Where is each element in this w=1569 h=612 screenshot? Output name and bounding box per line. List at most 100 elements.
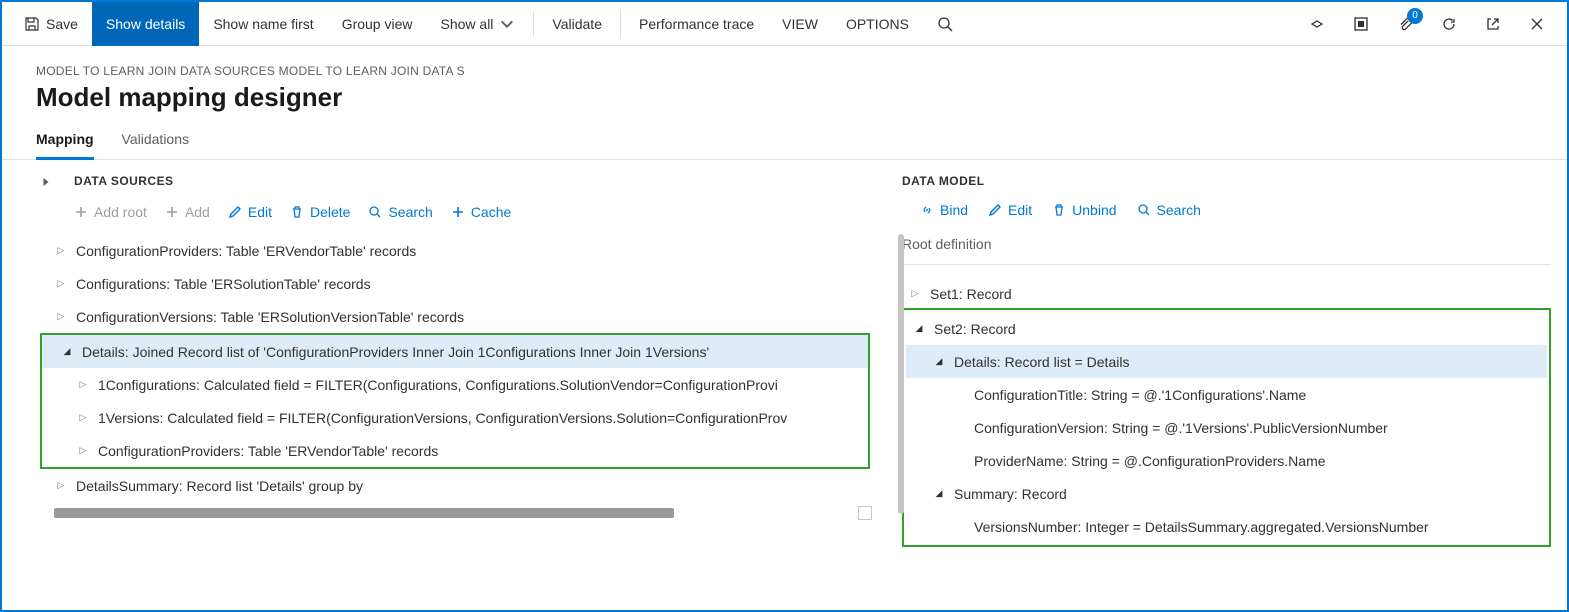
collapse-gutter-icon[interactable] xyxy=(36,172,56,192)
validate-button[interactable]: Validate xyxy=(538,2,616,46)
highlighted-set2-group: Set2: Record Details: Record list = Deta… xyxy=(902,308,1551,547)
tab-validations[interactable]: Validations xyxy=(122,131,189,159)
tree-node[interactable]: ConfigurationTitle: String = @.'1Configu… xyxy=(906,378,1547,411)
search-label-dm: Search xyxy=(1157,202,1201,218)
tab-validations-label: Validations xyxy=(122,131,189,147)
expand-icon[interactable] xyxy=(76,379,90,390)
validate-label: Validate xyxy=(552,16,602,32)
save-icon xyxy=(24,16,40,32)
search-label: Search xyxy=(388,204,432,220)
horizontal-scroll-end[interactable] xyxy=(858,506,872,520)
bind-button[interactable]: Bind xyxy=(920,202,968,218)
refresh-button[interactable] xyxy=(1427,2,1471,46)
horizontal-scrollbar[interactable] xyxy=(54,508,870,518)
data-model-panel: DATA MODEL Bind Edit Unbind Search Root … xyxy=(902,160,1567,598)
node-label: Summary: Record xyxy=(946,486,1067,502)
node-label: ConfigurationTitle: String = @.'1Configu… xyxy=(966,387,1306,403)
tree-node[interactable]: VersionsNumber: Integer = DetailsSummary… xyxy=(906,510,1547,543)
search-button-dm[interactable]: Search xyxy=(1137,202,1201,218)
tree-node[interactable]: 1Versions: Calculated field = FILTER(Con… xyxy=(42,401,868,434)
attachments-button[interactable]: 0 xyxy=(1383,2,1427,46)
horizontal-scroll-thumb[interactable] xyxy=(54,508,674,518)
expand-icon[interactable] xyxy=(54,311,68,322)
view-label: VIEW xyxy=(782,16,818,32)
show-all-button[interactable]: Show all xyxy=(427,2,530,46)
edit-button-dm[interactable]: Edit xyxy=(988,202,1032,218)
edit-label: Edit xyxy=(248,204,272,220)
page-header: MODEL TO LEARN JOIN DATA SOURCES MODEL T… xyxy=(2,46,1567,121)
save-button[interactable]: Save xyxy=(10,2,92,46)
show-details-button[interactable]: Show details xyxy=(92,2,199,46)
tree-node[interactable]: Summary: Record xyxy=(906,477,1547,510)
collapse-icon[interactable] xyxy=(932,488,946,499)
node-label: ConfigurationVersions: Table 'ERSolution… xyxy=(68,309,464,325)
edit-button[interactable]: Edit xyxy=(228,204,272,220)
tree-node[interactable]: Configurations: Table 'ERSolutionTable' … xyxy=(36,267,894,300)
close-button[interactable] xyxy=(1515,2,1559,46)
node-label: Set1: Record xyxy=(922,286,1012,302)
tree-node[interactable]: ConfigurationVersion: String = @.'1Versi… xyxy=(906,411,1547,444)
popout-button[interactable] xyxy=(1471,2,1515,46)
office-button[interactable] xyxy=(1339,2,1383,46)
close-icon xyxy=(1529,16,1545,32)
expand-icon[interactable] xyxy=(76,445,90,456)
tree-node[interactable]: DetailsSummary: Record list 'Details' gr… xyxy=(36,469,894,502)
performance-trace-button[interactable]: Performance trace xyxy=(625,2,768,46)
connection-icon-button[interactable] xyxy=(1295,2,1339,46)
show-all-label: Show all xyxy=(441,16,494,32)
highlighted-details-group: Details: Joined Record list of 'Configur… xyxy=(40,333,870,469)
show-name-first-button[interactable]: Show name first xyxy=(199,2,327,46)
node-label: ProviderName: String = @.ConfigurationPr… xyxy=(966,453,1326,469)
toolbar: Save Show details Show name first Group … xyxy=(2,2,1567,46)
node-label: VersionsNumber: Integer = DetailsSummary… xyxy=(966,519,1429,535)
tree-node[interactable]: ConfigurationProviders: Table 'ERVendorT… xyxy=(42,434,868,467)
cache-button[interactable]: Cache xyxy=(451,204,511,220)
tabs: Mapping Validations xyxy=(2,121,1567,160)
page-title: Model mapping designer xyxy=(36,82,1533,113)
tree-node[interactable]: Set2: Record xyxy=(906,312,1547,345)
data-sources-heading: DATA SOURCES xyxy=(36,160,902,196)
expand-icon[interactable] xyxy=(54,245,68,256)
tree-node[interactable]: ConfigurationVersions: Table 'ERSolution… xyxy=(36,300,894,333)
data-model-actions: Bind Edit Unbind Search xyxy=(902,202,1551,232)
tree-node[interactable]: ProviderName: String = @.ConfigurationPr… xyxy=(906,444,1547,477)
unbind-button[interactable]: Unbind xyxy=(1052,202,1116,218)
performance-trace-label: Performance trace xyxy=(639,16,754,32)
attachments-badge: 0 xyxy=(1407,8,1423,24)
refresh-icon xyxy=(1441,16,1457,32)
search-button-ds[interactable]: Search xyxy=(368,204,432,220)
collapse-icon[interactable] xyxy=(932,356,946,367)
tree-node-details[interactable]: Details: Joined Record list of 'Configur… xyxy=(42,335,868,368)
expand-icon[interactable] xyxy=(908,288,922,299)
vertical-scrollbar[interactable] xyxy=(898,234,904,514)
data-sources-panel: DATA SOURCES Add root Add Edit Delete Se… xyxy=(2,160,902,598)
add-root-button[interactable]: Add root xyxy=(74,204,147,220)
node-label: Configurations: Table 'ERSolutionTable' … xyxy=(68,276,371,292)
root-definition-label: Root definition xyxy=(902,232,1551,265)
save-label: Save xyxy=(46,16,78,32)
vertical-scroll-thumb[interactable] xyxy=(898,234,904,514)
expand-icon[interactable] xyxy=(54,480,68,491)
data-sources-actions: Add root Add Edit Delete Search Cache xyxy=(36,196,902,234)
add-button[interactable]: Add xyxy=(165,204,210,220)
tree-node-details-dm[interactable]: Details: Record list = Details xyxy=(906,345,1547,378)
toolbar-separator xyxy=(533,11,534,37)
collapse-icon[interactable] xyxy=(912,323,926,334)
tab-mapping[interactable]: Mapping xyxy=(36,131,94,160)
view-button[interactable]: VIEW xyxy=(768,2,832,46)
search-button[interactable] xyxy=(923,2,967,46)
options-button[interactable]: OPTIONS xyxy=(832,2,923,46)
tree-node[interactable]: 1Configurations: Calculated field = FILT… xyxy=(42,368,868,401)
expand-icon[interactable] xyxy=(76,412,90,423)
tree-node[interactable]: Set1: Record xyxy=(902,277,1551,310)
tree-node[interactable]: ConfigurationProviders: Table 'ERVendorT… xyxy=(36,234,894,267)
expand-icon[interactable] xyxy=(54,278,68,289)
node-label: Set2: Record xyxy=(926,321,1016,337)
toolbar-separator xyxy=(620,11,621,37)
content-columns: DATA SOURCES Add root Add Edit Delete Se… xyxy=(2,160,1567,598)
add-label: Add xyxy=(185,204,210,220)
group-view-button[interactable]: Group view xyxy=(328,2,427,46)
collapse-icon[interactable] xyxy=(60,346,74,357)
delete-button[interactable]: Delete xyxy=(290,204,350,220)
node-label: ConfigurationVersion: String = @.'1Versi… xyxy=(966,420,1388,436)
